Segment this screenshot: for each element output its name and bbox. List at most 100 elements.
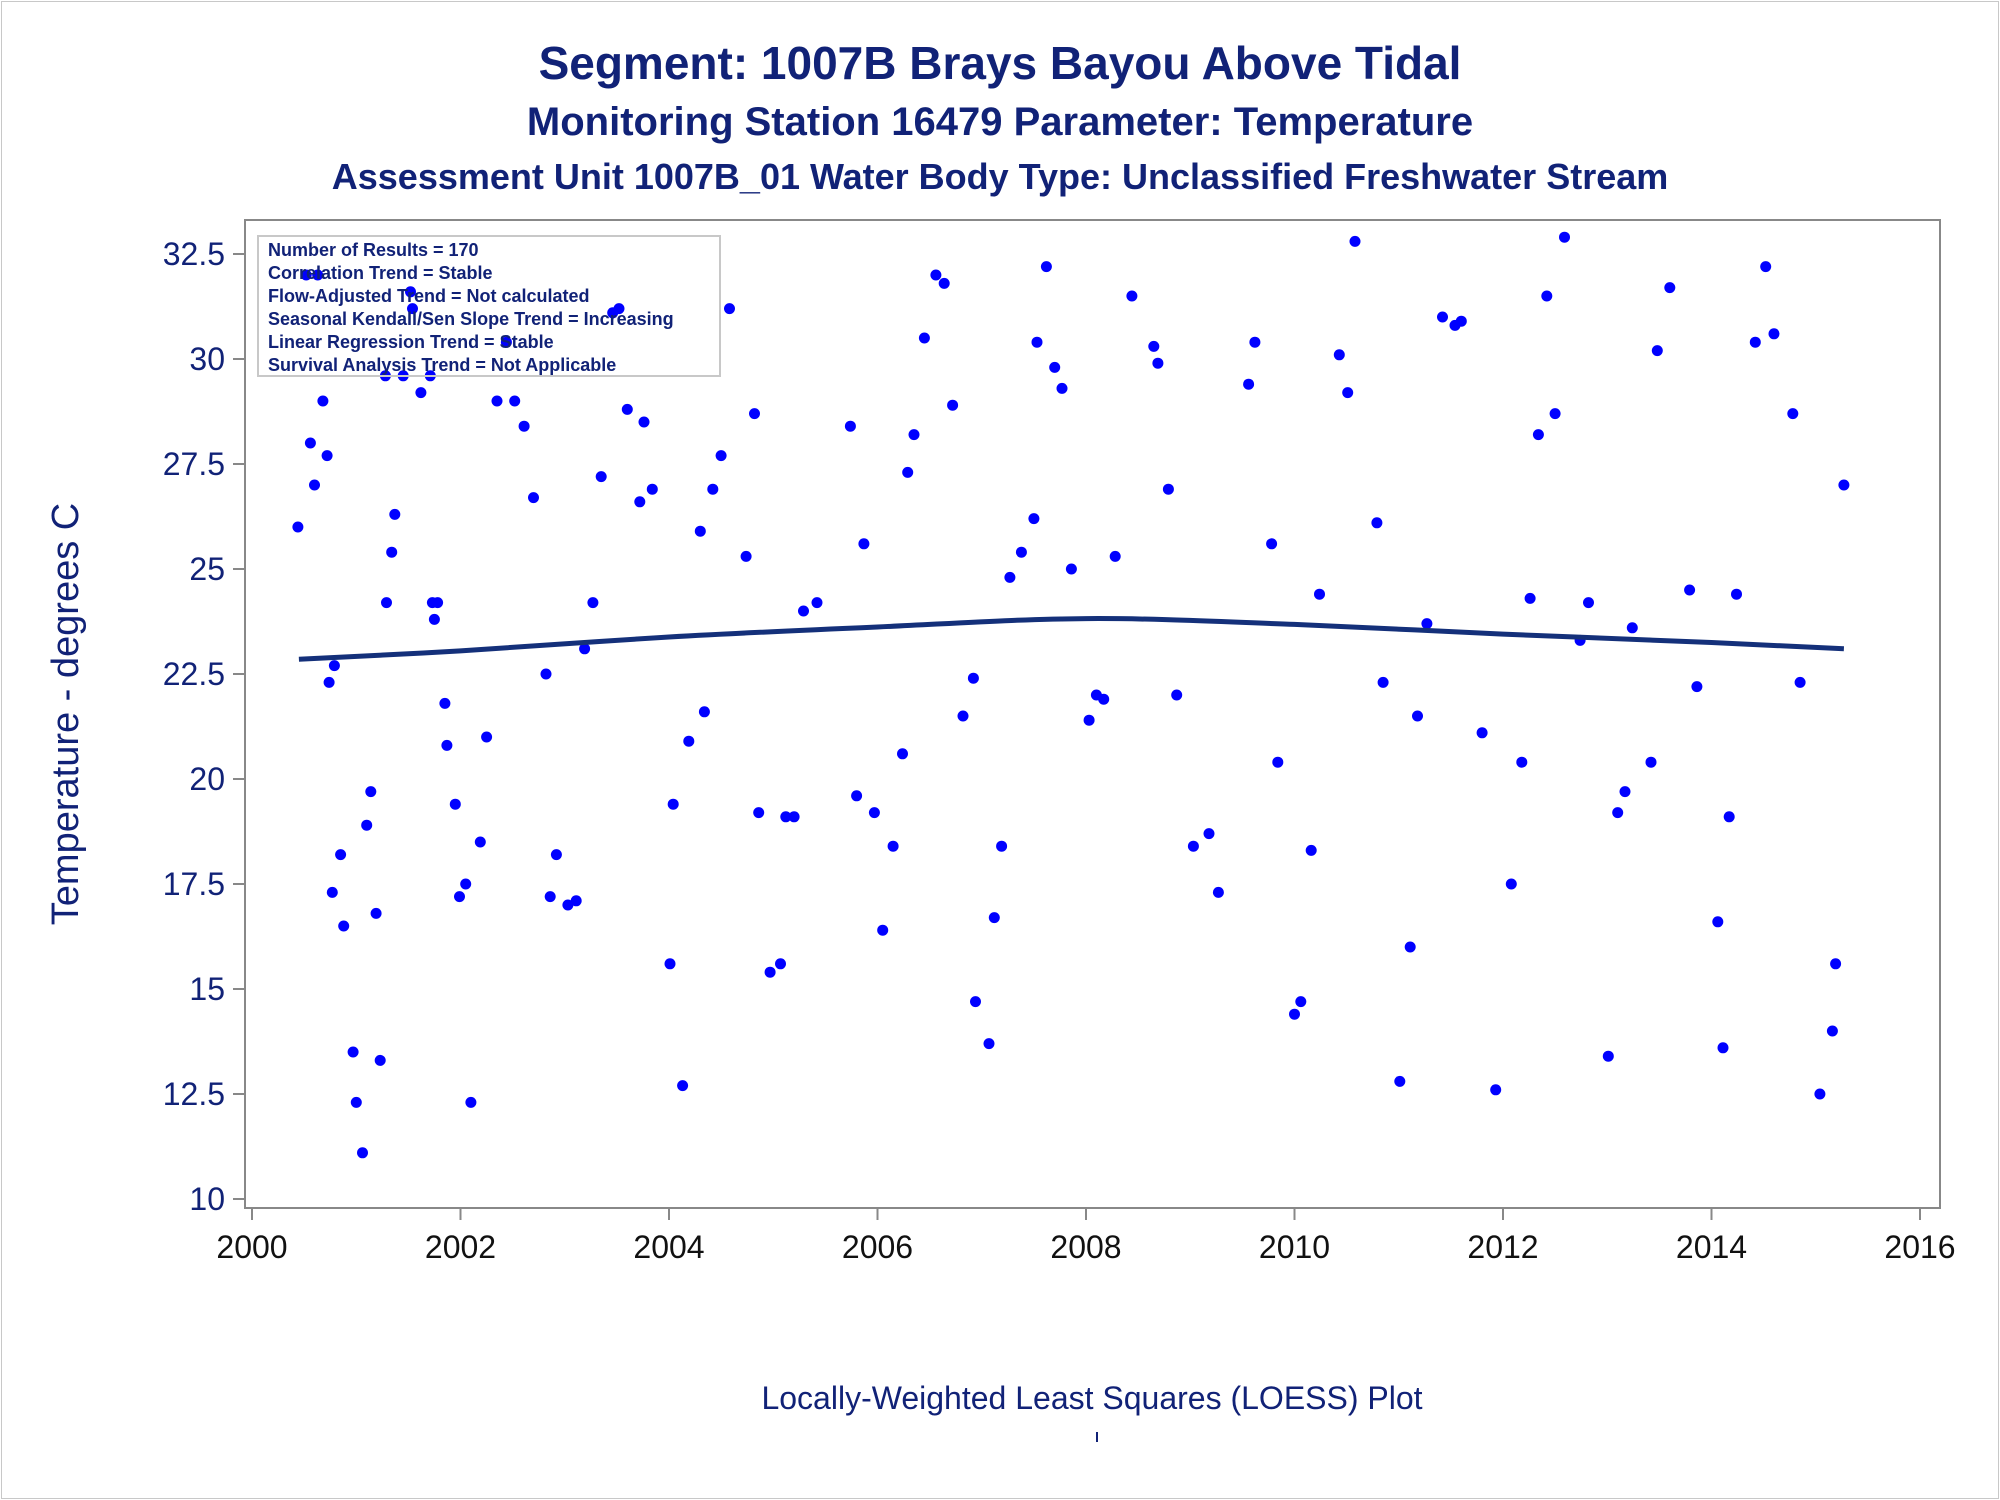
data-point xyxy=(317,395,329,407)
data-point xyxy=(1532,429,1544,441)
data-point xyxy=(300,269,312,281)
data-point xyxy=(304,437,316,449)
data-point xyxy=(1171,689,1183,701)
data-point xyxy=(1333,349,1345,361)
data-point xyxy=(1524,592,1536,604)
data-point xyxy=(587,597,599,609)
data-point xyxy=(357,1147,368,1159)
data-point xyxy=(788,811,800,823)
data-point xyxy=(798,605,809,617)
legend-entry: Seasonal Kendall/Sen Slope Trend = Incre… xyxy=(268,309,674,329)
y-axis-label: Temperature - degrees C xyxy=(45,503,87,925)
data-point xyxy=(1717,1042,1729,1054)
data-point xyxy=(428,613,440,625)
x-tick-label: 2016 xyxy=(1884,1229,1955,1265)
data-point xyxy=(983,1038,995,1050)
data-point xyxy=(930,269,942,281)
data-point xyxy=(454,891,465,903)
data-point xyxy=(386,546,398,558)
data-point xyxy=(1342,387,1354,399)
data-point xyxy=(365,786,377,798)
data-point xyxy=(1295,996,1307,1008)
data-point xyxy=(1249,336,1261,348)
data-point xyxy=(1049,361,1061,373)
data-point xyxy=(509,395,521,407)
data-point xyxy=(1148,340,1160,352)
data-point xyxy=(1371,517,1383,529)
data-point xyxy=(1838,479,1850,491)
data-point xyxy=(491,395,503,407)
data-point xyxy=(1349,235,1361,247)
data-point xyxy=(634,496,646,508)
data-point xyxy=(1187,840,1199,852)
data-point xyxy=(292,521,304,533)
data-point xyxy=(347,1046,359,1058)
data-point xyxy=(1830,958,1842,970)
data-point xyxy=(775,958,786,970)
data-point xyxy=(970,996,981,1008)
y-tick-label: 20 xyxy=(189,761,225,797)
data-point xyxy=(1305,844,1317,856)
data-point xyxy=(683,735,695,747)
chart-subtitle-2: Assessment Unit 1007B_01 Water Body Type… xyxy=(331,156,1669,197)
data-point xyxy=(1583,597,1594,609)
data-point xyxy=(1826,1025,1838,1037)
data-point xyxy=(570,895,582,907)
data-point xyxy=(753,807,765,819)
data-point xyxy=(947,399,959,411)
data-point xyxy=(1712,916,1724,928)
x-tick-label: 2014 xyxy=(1676,1229,1747,1265)
data-point xyxy=(326,886,338,898)
chart-footnote: Locally-Weighted Least Squares (LOESS) P… xyxy=(761,1380,1423,1416)
data-point xyxy=(323,676,335,688)
data-point xyxy=(321,450,333,462)
plot-area xyxy=(244,219,1941,1209)
data-point xyxy=(811,597,823,609)
data-point xyxy=(780,811,792,823)
data-point xyxy=(877,924,889,936)
data-point xyxy=(1684,584,1696,596)
data-point xyxy=(1651,345,1663,357)
data-point xyxy=(309,479,320,491)
data-point xyxy=(613,303,625,315)
data-point xyxy=(1664,282,1676,294)
data-point xyxy=(1731,588,1742,600)
data-point xyxy=(1031,336,1043,348)
data-point xyxy=(1516,756,1528,768)
data-point xyxy=(1266,538,1278,550)
data-point xyxy=(1437,311,1448,323)
data-point xyxy=(1490,1084,1502,1096)
data-point xyxy=(1549,408,1561,420)
data-point xyxy=(1152,357,1164,369)
data-point xyxy=(764,966,776,978)
data-point xyxy=(1272,756,1284,768)
data-point xyxy=(328,660,340,672)
data-point xyxy=(724,303,735,315)
data-point xyxy=(638,416,650,428)
data-point xyxy=(1612,807,1624,819)
data-point xyxy=(621,403,633,415)
data-point xyxy=(646,483,658,495)
data-point xyxy=(361,819,373,831)
data-point xyxy=(381,597,392,609)
data-point xyxy=(540,668,552,680)
y-tick-label: 15 xyxy=(189,971,225,1007)
data-point xyxy=(677,1080,689,1092)
data-point xyxy=(441,739,453,751)
data-point xyxy=(694,525,706,537)
legend-entry: Number of Results = 170 xyxy=(268,240,479,260)
data-point xyxy=(500,336,512,348)
data-point xyxy=(1056,382,1068,394)
y-tick-label: 10 xyxy=(189,1181,225,1217)
data-point xyxy=(1455,315,1467,327)
data-point xyxy=(432,597,444,609)
legend-entry: Correlation Trend = Stable xyxy=(268,263,493,283)
data-point xyxy=(664,958,676,970)
data-point xyxy=(1126,290,1138,302)
data-point xyxy=(1691,681,1703,693)
data-point xyxy=(707,483,719,495)
data-point xyxy=(528,492,539,504)
data-point xyxy=(988,912,1000,924)
data-point xyxy=(1602,1050,1614,1062)
x-tick-label: 2008 xyxy=(1050,1229,1121,1265)
